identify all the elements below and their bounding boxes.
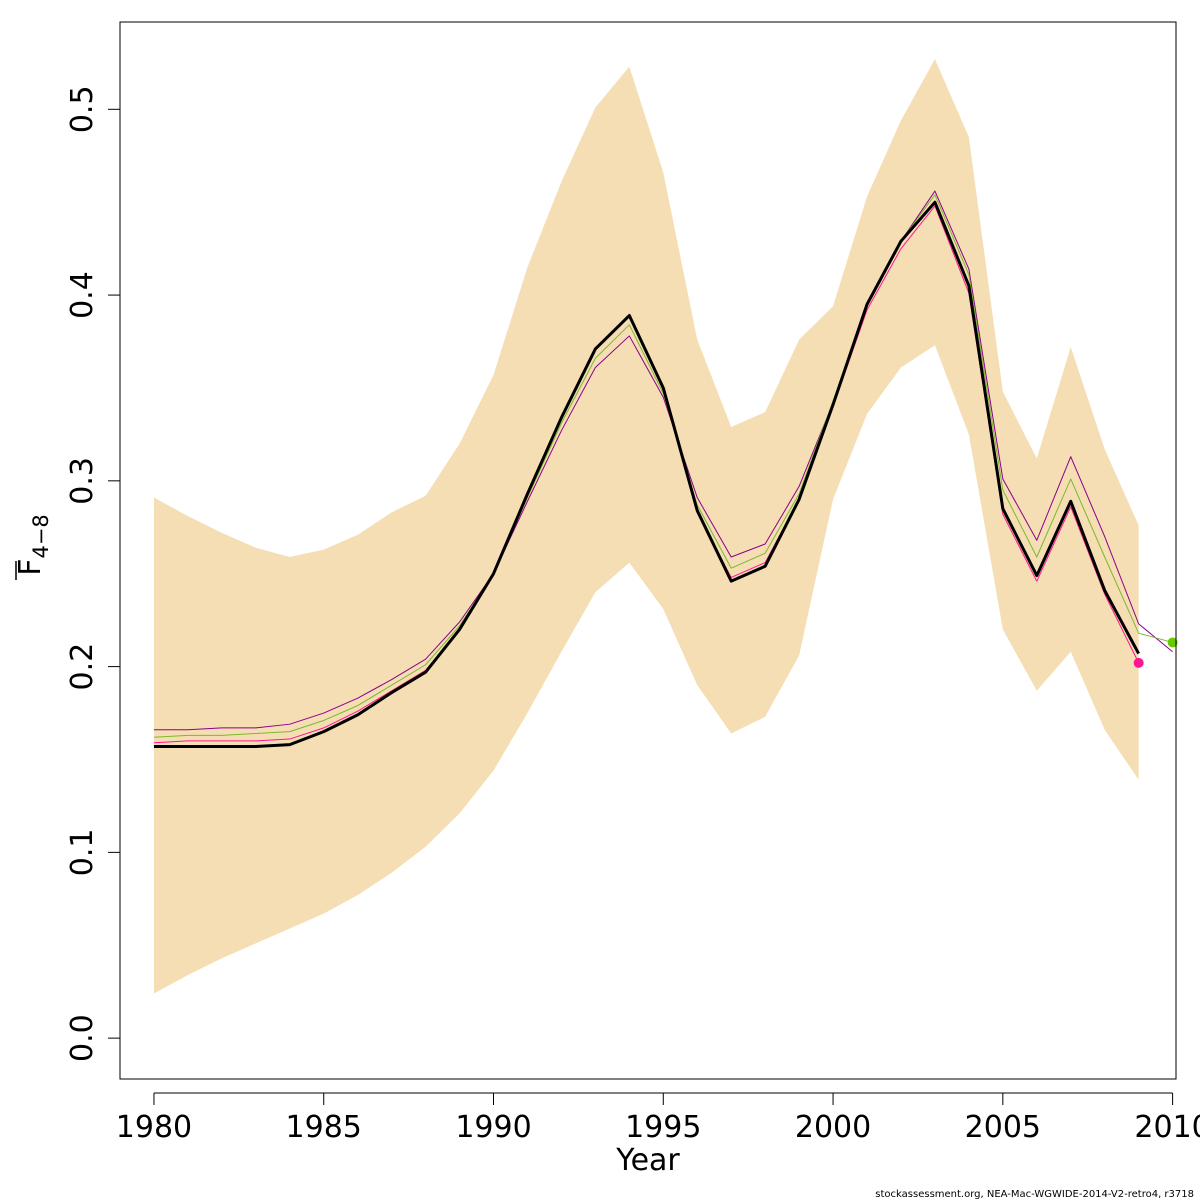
x-tick-label: 1980 [116,1110,192,1145]
y-tick-label: 0.0 [65,1014,100,1062]
points-layer [1133,637,1178,668]
confidence-band [153,59,1139,994]
y-axis: 0.0 0.1 0.2 0.3 0.4 0.5 [65,85,121,1062]
series-line-0 [153,190,1173,731]
band-layer [153,59,1139,994]
y-tick-label: 0.5 [65,85,100,133]
series-layer [153,190,1173,748]
green-endpoint [1167,637,1178,648]
y-tick-label: 0.2 [65,643,100,691]
pink-endpoint [1133,657,1144,668]
y-tick-label: 0.4 [65,271,100,319]
series-line-3 [153,200,1140,748]
x-axis-title: Year [615,1143,680,1178]
credit-text: stockassessment.org, NEA-Mac-WGWIDE-2014… [875,1189,1194,1200]
svg-text:F4−8: F4−8 [13,514,53,576]
x-tick-label: 2005 [965,1110,1041,1145]
x-tick-label: 2000 [795,1110,871,1145]
y-axis-title-main: F [13,559,48,576]
x-tick-label: 1985 [286,1110,362,1145]
y-tick-label: 0.3 [65,457,100,505]
y-axis-title-sub: 4−8 [29,514,53,558]
y-tick-label: 0.1 [65,829,100,877]
x-tick-label: 1995 [625,1110,701,1145]
y-axis-title: F4−8 [13,514,53,580]
x-tick-label: 1990 [455,1110,531,1145]
